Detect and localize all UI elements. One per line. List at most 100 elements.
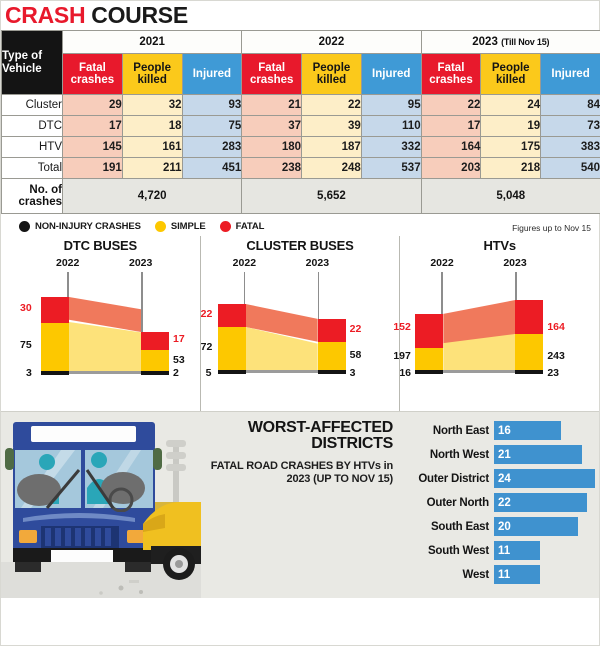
cell-value: 383 — [540, 136, 600, 158]
chart-stem — [317, 272, 320, 319]
row-label: Cluster — [1, 94, 63, 116]
chart-plot: 2022 2023 152 197 16 164 243 23 — [393, 257, 599, 385]
page-title: CRASH COURSE — [1, 1, 599, 30]
chart-bar-fatal-2022 — [415, 314, 444, 348]
vehicle-type-header: Type of Vehicle — [1, 30, 63, 95]
chart-bar-fatal-2022 — [217, 304, 246, 327]
district-value: 16 — [498, 424, 511, 437]
district-row: North West 21 — [397, 444, 595, 465]
col-injured-2021: Injured — [181, 53, 243, 95]
legend-item-non-injury: NON-INJURY CRASHES — [19, 221, 141, 232]
chart-bar-non-injury-2023 — [515, 370, 544, 374]
district-bar-track: 21 — [494, 445, 595, 464]
chart-bar-simple-2022 — [217, 327, 246, 370]
table-row: Cluster 29 32 93 21 22 95 22 24 84 — [1, 94, 600, 116]
district-value: 21 — [498, 448, 511, 461]
chart-value-fatal-2022: 30 — [20, 302, 32, 314]
cell-value: 29 — [62, 94, 123, 116]
chart-x-label-2022: 2022 — [430, 257, 454, 269]
cell-value: 22 — [301, 94, 362, 116]
chart-bar-non-injury-2022 — [41, 371, 69, 375]
chart-plot: 2022 2023 22 72 5 22 58 3 — [201, 257, 400, 385]
table-row-total: Total 191 211 451 238 248 537 203 218 54… — [1, 157, 600, 179]
chart-bar-fatal-2023 — [141, 332, 169, 350]
chart-title: DTC BUSES — [63, 238, 138, 253]
worst-subtitle-line2: 2023 (UP TO NOV 15) — [286, 473, 394, 486]
chart-htvs: HTVs 2022 2023 152 197 16 164 243 — [393, 236, 599, 411]
chart-bar-non-injury-2022 — [415, 370, 444, 374]
bus-car-collision-illustration — [1, 412, 201, 598]
worst-title-line2: DISTRICTS — [311, 435, 393, 453]
chart-bar-non-injury-2022 — [217, 370, 246, 374]
chart-value-fatal-2023: 17 — [173, 333, 185, 345]
legend-label: FATAL — [235, 221, 265, 232]
cell-value: 540 — [540, 157, 600, 179]
col-killed-2021: People killed — [121, 53, 183, 95]
chart-bar-fatal-2022 — [41, 297, 69, 323]
cell-value: 17 — [62, 115, 123, 137]
chart-x-label-2022: 2022 — [56, 257, 80, 269]
district-label: Outer District — [418, 472, 489, 485]
district-row: West 11 — [397, 564, 595, 585]
cell-value: 238 — [241, 157, 303, 179]
chart-value-non-injury-2022: 3 — [26, 367, 32, 379]
cell-value: 93 — [181, 94, 243, 116]
table-row-crashes: No. of crashes 4,720 5,652 5,048 — [1, 178, 600, 214]
chart-band-non-injury — [443, 370, 516, 373]
district-value: 11 — [498, 568, 511, 581]
district-bar-chart: North East 16 North West 21 Outer Distri… — [397, 420, 595, 588]
chart-value-non-injury-2023: 23 — [547, 367, 560, 379]
chart-value-fatal-2022: 22 — [200, 308, 213, 320]
row-label: Total — [1, 157, 63, 179]
worst-affected-subtitle: FATAL ROAD CRASHES BY HTVs in 2023 (UP T… — [197, 460, 393, 487]
cell-value: 180 — [241, 136, 303, 158]
chart-bar-fatal-2023 — [515, 300, 544, 334]
row-label: HTV — [1, 136, 63, 158]
chart-value-simple-2023: 53 — [173, 354, 185, 366]
district-row: Outer North 22 — [397, 492, 595, 513]
year-header-2023: 2023 (Till Nov 15) — [420, 30, 600, 54]
worst-affected-title: WORST-AFFECTED DISTRICTS — [201, 419, 393, 453]
crash-statistics-table: Type of Vehicle 2021 2022 2023 (Till Nov… — [1, 30, 600, 214]
chart-title: HTVs — [483, 238, 516, 253]
chart-value-non-injury-2022: 5 — [205, 367, 212, 379]
cell-value: 164 — [420, 136, 482, 158]
cell-value: 95 — [360, 94, 422, 116]
cell-value: 283 — [181, 136, 243, 158]
cell-value: 18 — [121, 115, 183, 137]
legend-dot-icon — [19, 221, 30, 232]
chart-stem — [515, 272, 517, 300]
chart-stem — [67, 272, 69, 297]
col-fatal-2021: Fatal crashes — [62, 53, 123, 95]
chart-band-non-injury — [245, 370, 318, 373]
legend-dot-icon — [219, 221, 231, 232]
district-bar: 21 — [494, 445, 583, 464]
chart-value-non-injury-2022: 16 — [399, 367, 412, 379]
district-bar-track: 22 — [494, 493, 595, 512]
district-value: 24 — [498, 472, 511, 485]
table-year-header-row: Type of Vehicle 2021 2022 2023 (Till Nov… — [1, 30, 600, 95]
title-crash: CRASH — [5, 2, 86, 28]
title-course: COURSE — [91, 2, 188, 28]
table-row: HTV 145 161 283 180 187 332 164 175 383 — [1, 136, 600, 158]
cell-value: 145 — [62, 136, 123, 158]
chart-value-simple-2022: 197 — [393, 350, 411, 362]
chart-value-simple-2022: 72 — [200, 341, 213, 353]
col-killed-2022: People killed — [301, 53, 362, 95]
legend-label: NON-INJURY CRASHES — [35, 221, 141, 232]
chart-stem — [243, 272, 246, 304]
chart-bar-simple-2023 — [141, 350, 169, 371]
district-row: North East 16 — [397, 420, 595, 441]
figures-note: Figures up to Nov 15 — [512, 223, 591, 233]
cell-value: 37 — [241, 115, 303, 137]
district-label: Outer North — [426, 496, 490, 509]
year-header-2022: 2022 — [241, 30, 422, 54]
chart-bar-simple-2022 — [41, 323, 69, 371]
worst-subtitle-line1: FATAL ROAD CRASHES BY HTVs in — [210, 460, 393, 472]
row-label: DTC — [1, 115, 63, 137]
stacked-charts-row: DTC BUSES 2022 2023 30 75 3 17 53 — [1, 234, 599, 411]
cell-value: 110 — [360, 115, 422, 137]
chart-stem — [441, 272, 443, 314]
chart-value-simple-2023: 58 — [349, 349, 362, 361]
district-value: 22 — [498, 496, 511, 509]
